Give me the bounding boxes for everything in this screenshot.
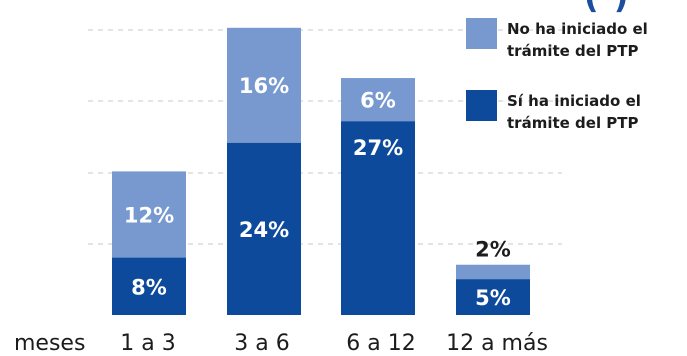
legend-item-no: No ha iniciado el trámite del PTP (466, 18, 682, 62)
header-fragment: ( ) (584, 0, 630, 16)
x-axis: meses 1 a 3 3 a 6 6 a 12 12 a más (14, 331, 548, 356)
data-label-2-series-1: 6% (360, 89, 396, 113)
legend-label-no: No ha iniciado el trámite del PTP (507, 20, 648, 60)
bar-0-series-0 (112, 257, 186, 315)
data-label-2-series-0: 27% (353, 136, 403, 160)
x-tick-label-2: 6 a 12 (346, 331, 415, 356)
data-label-0-series-1: 12% (124, 203, 174, 227)
x-axis-prefix: meses (14, 331, 85, 356)
bar-1-series-0 (227, 142, 301, 315)
data-labels: 8% 12% 24% 16% 27% 6% 5% 2% (124, 74, 511, 310)
data-label-0-series-0: 8% (131, 275, 167, 299)
bar-0-series-1 (112, 171, 186, 258)
legend-label-si: Sí ha iniciado el trámite del PTP (507, 92, 641, 132)
x-tick-label-0: 1 a 3 (120, 331, 175, 356)
legend-swatch-no (466, 18, 497, 49)
bars (112, 27, 530, 315)
bar-3-series-1 (456, 264, 530, 280)
legend-swatch-si (466, 90, 497, 121)
legend-item-si: Sí ha iniciado el trámite del PTP (466, 90, 682, 134)
bar-3-series-0 (456, 279, 530, 315)
bar-2-series-1 (341, 78, 415, 122)
data-label-1-series-1: 16% (239, 74, 289, 98)
x-tick-label-3: 12 a más (446, 331, 548, 356)
data-label-1-series-0: 24% (239, 218, 289, 242)
data-label-3-series-0: 5% (475, 286, 511, 310)
x-tick-label-1: 3 a 6 (234, 331, 289, 356)
data-label-3-series-1: 2% (475, 238, 511, 262)
bar-2-series-0 (341, 121, 415, 315)
bar-1-series-1 (227, 27, 301, 143)
